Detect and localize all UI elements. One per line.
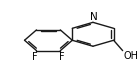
Text: OH: OH <box>123 51 138 61</box>
Text: N: N <box>90 12 97 22</box>
Text: F: F <box>59 52 64 62</box>
Text: F: F <box>32 52 38 62</box>
